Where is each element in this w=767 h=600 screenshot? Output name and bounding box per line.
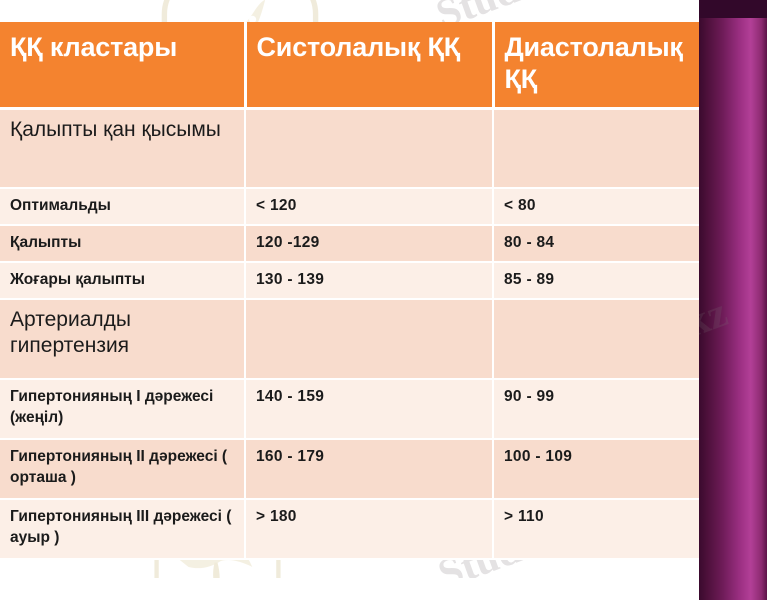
cell-diastolic xyxy=(493,108,699,189)
cell-systolic: < 120 xyxy=(245,188,494,226)
table-row: Гипертонияның II дәрежесі ( орташа ) 160… xyxy=(0,439,699,500)
purple-edge-top-cap xyxy=(699,0,767,18)
cell-systolic xyxy=(245,108,494,189)
table-row: Жоғары қалыпты 130 - 139 85 - 89 xyxy=(0,262,699,300)
cell-category: Оптимальды xyxy=(0,188,246,226)
table-header-row: ҚҚ кластары Систолалық ҚҚ Диастолалық ҚҚ xyxy=(0,22,699,110)
cell-systolic: 130 - 139 xyxy=(245,262,494,300)
slide-bottom-margin xyxy=(0,578,699,600)
cell-category: Қалыпты қан қысымы xyxy=(0,108,246,189)
cell-category: Гипертонияның II дәрежесі ( орташа ) xyxy=(0,439,246,500)
column-header-diastolic: Диастолалық ҚҚ xyxy=(493,22,699,110)
cell-category: Гипертонияның III дәрежесі ( ауыр ) xyxy=(0,499,246,560)
cell-diastolic: 80 - 84 xyxy=(493,225,699,263)
column-header-systolic: Систолалық ҚҚ xyxy=(245,22,495,110)
table-body: Қалыпты қан қысымы Оптимальды < 120 < 80… xyxy=(0,108,699,560)
table-row: Гипертонияның III дәрежесі ( ауыр ) > 18… xyxy=(0,499,699,560)
purple-edge-decoration xyxy=(699,0,767,600)
table-section-row: Қалыпты қан қысымы xyxy=(0,108,699,189)
cell-systolic: 120 -129 xyxy=(245,225,494,263)
cell-systolic: 140 - 159 xyxy=(245,379,494,440)
table-row: Гипертонияның I дәрежесі (жеңіл) 140 - 1… xyxy=(0,379,699,440)
cell-systolic xyxy=(245,299,494,380)
cell-diastolic: > 110 xyxy=(493,499,699,560)
table-row: Қалыпты 120 -129 80 - 84 xyxy=(0,225,699,263)
blood-pressure-classification-table: ҚҚ кластары Систолалық ҚҚ Диастолалық ҚҚ… xyxy=(0,22,699,560)
cell-systolic: > 180 xyxy=(245,499,494,560)
cell-category: Гипертонияның I дәрежесі (жеңіл) xyxy=(0,379,246,440)
cell-diastolic: 85 - 89 xyxy=(493,262,699,300)
column-header-bp-class: ҚҚ кластары xyxy=(0,22,247,110)
cell-diastolic: 100 - 109 xyxy=(493,439,699,500)
cell-systolic: 160 - 179 xyxy=(245,439,494,500)
table-section-row: Артериалды гипертензия xyxy=(0,299,699,380)
table-row: Оптимальды < 120 < 80 xyxy=(0,188,699,226)
cell-category: Артериалды гипертензия xyxy=(0,299,246,380)
cell-category: Жоғары қалыпты xyxy=(0,262,246,300)
cell-category: Қалыпты xyxy=(0,225,246,263)
cell-diastolic xyxy=(493,299,699,380)
cell-diastolic: 90 - 99 xyxy=(493,379,699,440)
purple-edge-notch xyxy=(689,0,699,22)
cell-diastolic: < 80 xyxy=(493,188,699,226)
